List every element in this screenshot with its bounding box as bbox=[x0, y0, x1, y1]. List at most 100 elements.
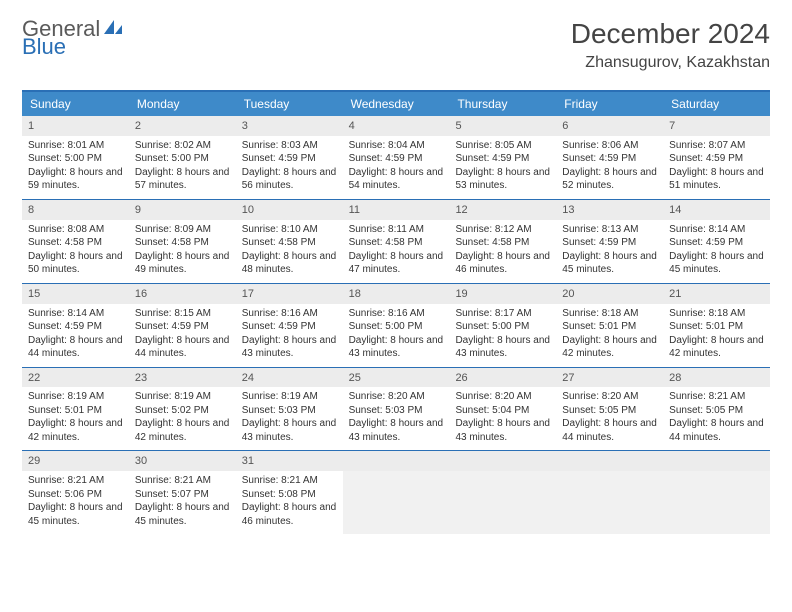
day-header-row: Sunday Monday Tuesday Wednesday Thursday… bbox=[22, 92, 770, 116]
sunrise-text: Sunrise: 8:17 AM bbox=[455, 307, 550, 321]
calendar-cell: 10Sunrise: 8:10 AMSunset: 4:58 PMDayligh… bbox=[236, 200, 343, 283]
day-number-empty bbox=[343, 451, 450, 471]
cell-body: Sunrise: 8:05 AMSunset: 4:59 PMDaylight:… bbox=[449, 136, 556, 199]
day-number: 31 bbox=[236, 451, 343, 471]
sunrise-text: Sunrise: 8:21 AM bbox=[135, 474, 230, 488]
sunset-text: Sunset: 5:00 PM bbox=[455, 320, 550, 334]
sunset-text: Sunset: 4:59 PM bbox=[562, 236, 657, 250]
day-number: 9 bbox=[129, 200, 236, 220]
day-number: 2 bbox=[129, 116, 236, 136]
sunrise-text: Sunrise: 8:19 AM bbox=[242, 390, 337, 404]
daylight-text: Daylight: 8 hours and 45 minutes. bbox=[135, 501, 230, 528]
daylight-text: Daylight: 8 hours and 43 minutes. bbox=[455, 417, 550, 444]
calendar-cell: 11Sunrise: 8:11 AMSunset: 4:58 PMDayligh… bbox=[343, 200, 450, 283]
day-number: 16 bbox=[129, 284, 236, 304]
day-number: 15 bbox=[22, 284, 129, 304]
day-number-empty bbox=[663, 451, 770, 471]
sunrise-text: Sunrise: 8:11 AM bbox=[349, 223, 444, 237]
sunset-text: Sunset: 4:58 PM bbox=[349, 236, 444, 250]
daylight-text: Daylight: 8 hours and 56 minutes. bbox=[242, 166, 337, 193]
sunrise-text: Sunrise: 8:07 AM bbox=[669, 139, 764, 153]
sunset-text: Sunset: 4:59 PM bbox=[28, 320, 123, 334]
sunset-text: Sunset: 5:06 PM bbox=[28, 488, 123, 502]
cell-body: Sunrise: 8:19 AMSunset: 5:02 PMDaylight:… bbox=[129, 387, 236, 450]
sunrise-text: Sunrise: 8:02 AM bbox=[135, 139, 230, 153]
calendar-cell: 28Sunrise: 8:21 AMSunset: 5:05 PMDayligh… bbox=[663, 368, 770, 451]
cell-body: Sunrise: 8:01 AMSunset: 5:00 PMDaylight:… bbox=[22, 136, 129, 199]
daylight-text: Daylight: 8 hours and 49 minutes. bbox=[135, 250, 230, 277]
daylight-text: Daylight: 8 hours and 42 minutes. bbox=[562, 334, 657, 361]
sunset-text: Sunset: 5:01 PM bbox=[669, 320, 764, 334]
day-number: 23 bbox=[129, 368, 236, 388]
sunrise-text: Sunrise: 8:01 AM bbox=[28, 139, 123, 153]
calendar-cell: 19 Sunrise: 8:17 AMSunset: 5:00 PMDayligh… bbox=[449, 284, 556, 367]
calendar-cell: 8Sunrise: 8:08 AMSunset: 4:58 PMDaylight… bbox=[22, 200, 129, 283]
location: Zhansugurov, Kazakhstan bbox=[571, 54, 770, 72]
cell-body: Sunrise: 8:06 AMSunset: 4:59 PMDaylight:… bbox=[556, 136, 663, 199]
cell-body: Sunrise: 8:11 AMSunset: 4:58 PMDaylight:… bbox=[343, 220, 450, 283]
sunrise-text: Sunrise: 8:21 AM bbox=[28, 474, 123, 488]
cell-body: Sunrise: 8:19 AMSunset: 5:01 PMDaylight:… bbox=[22, 387, 129, 450]
sunrise-text: Sunrise: 8:13 AM bbox=[562, 223, 657, 237]
sunset-text: Sunset: 4:59 PM bbox=[242, 152, 337, 166]
day-number: 7 bbox=[663, 116, 770, 136]
daylight-text: Daylight: 8 hours and 52 minutes. bbox=[562, 166, 657, 193]
calendar-cell bbox=[449, 451, 556, 534]
daylight-text: Daylight: 8 hours and 45 minutes. bbox=[669, 250, 764, 277]
day-number: 10 bbox=[236, 200, 343, 220]
sunset-text: Sunset: 4:58 PM bbox=[455, 236, 550, 250]
daylight-text: Daylight: 8 hours and 44 minutes. bbox=[28, 334, 123, 361]
sunrise-text: Sunrise: 8:14 AM bbox=[28, 307, 123, 321]
cell-body: Sunrise: 8:18 AMSunset: 5:01 PMDaylight:… bbox=[663, 304, 770, 367]
sunset-text: Sunset: 5:07 PM bbox=[135, 488, 230, 502]
calendar-cell: 31Sunrise: 8:21 AMSunset: 5:08 PMDayligh… bbox=[236, 451, 343, 534]
cell-body: Sunrise: 8:10 AMSunset: 4:58 PMDaylight:… bbox=[236, 220, 343, 283]
month-title: December 2024 bbox=[571, 18, 770, 50]
sunrise-text: Sunrise: 8:19 AM bbox=[28, 390, 123, 404]
sunset-text: Sunset: 5:03 PM bbox=[349, 404, 444, 418]
cell-body: Sunrise: 8:02 AMSunset: 5:00 PMDaylight:… bbox=[129, 136, 236, 199]
daylight-text: Daylight: 8 hours and 45 minutes. bbox=[28, 501, 123, 528]
daylight-text: Daylight: 8 hours and 43 minutes. bbox=[242, 334, 337, 361]
daylight-text: Daylight: 8 hours and 43 minutes. bbox=[455, 334, 550, 361]
day-number: 20 bbox=[556, 284, 663, 304]
cell-body: Sunrise: 8:04 AMSunset: 4:59 PMDaylight:… bbox=[343, 136, 450, 199]
day-number: 14 bbox=[663, 200, 770, 220]
calendar-cell: 29 Sunrise: 8:21 AMSunset: 5:06 PMDayligh… bbox=[22, 451, 129, 534]
sunrise-text: Sunrise: 8:20 AM bbox=[562, 390, 657, 404]
calendar-cell: 4Sunrise: 8:04 AMSunset: 4:59 PMDaylight… bbox=[343, 116, 450, 199]
sunrise-text: Sunrise: 8:21 AM bbox=[669, 390, 764, 404]
week-row: 29Sunrise: 8:21 AMSunset: 5:06 PMDayligh… bbox=[22, 451, 770, 534]
calendar-cell: 25Sunrise: 8:20 AMSunset: 5:03 PMDayligh… bbox=[343, 368, 450, 451]
sunset-text: Sunset: 4:58 PM bbox=[135, 236, 230, 250]
daylight-text: Daylight: 8 hours and 51 minutes. bbox=[669, 166, 764, 193]
cell-body: Sunrise: 8:20 AMSunset: 5:05 PMDaylight:… bbox=[556, 387, 663, 450]
daylight-text: Daylight: 8 hours and 46 minutes. bbox=[455, 250, 550, 277]
calendar-cell: 20Sunrise: 8:18 AMSunset: 5:01 PMDayligh… bbox=[556, 284, 663, 367]
sunrise-text: Sunrise: 8:18 AM bbox=[669, 307, 764, 321]
cell-body: Sunrise: 8:14 AMSunset: 4:59 PMDaylight:… bbox=[22, 304, 129, 367]
sunset-text: Sunset: 5:08 PM bbox=[242, 488, 337, 502]
day-number: 19 bbox=[449, 284, 556, 304]
calendar-cell: 3Sunrise: 8:03 AMSunset: 4:59 PMDaylight… bbox=[236, 116, 343, 199]
cell-body: Sunrise: 8:07 AMSunset: 4:59 PMDaylight:… bbox=[663, 136, 770, 199]
day-number: 29 bbox=[22, 451, 129, 471]
cell-body: Sunrise: 8:13 AMSunset: 4:59 PMDaylight:… bbox=[556, 220, 663, 283]
sunset-text: Sunset: 4:59 PM bbox=[349, 152, 444, 166]
weeks-container: 1Sunrise: 8:01 AMSunset: 5:00 PMDaylight… bbox=[22, 116, 770, 534]
calendar-cell: 13Sunrise: 8:13 AMSunset: 4:59 PMDayligh… bbox=[556, 200, 663, 283]
day-number: 27 bbox=[556, 368, 663, 388]
cell-body: Sunrise: 8:19 AMSunset: 5:03 PMDaylight:… bbox=[236, 387, 343, 450]
sunset-text: Sunset: 4:59 PM bbox=[242, 320, 337, 334]
daylight-text: Daylight: 8 hours and 42 minutes. bbox=[669, 334, 764, 361]
cell-body: Sunrise: 8:21 AMSunset: 5:07 PMDaylight:… bbox=[129, 471, 236, 534]
calendar-cell: 27Sunrise: 8:20 AMSunset: 5:05 PMDayligh… bbox=[556, 368, 663, 451]
calendar-cell bbox=[343, 451, 450, 534]
calendar-cell: 26Sunrise: 8:20 AMSunset: 5:04 PMDayligh… bbox=[449, 368, 556, 451]
day-header-friday: Friday bbox=[556, 92, 663, 116]
calendar-cell: 17Sunrise: 8:16 AMSunset: 4:59 PMDayligh… bbox=[236, 284, 343, 367]
sunset-text: Sunset: 4:58 PM bbox=[28, 236, 123, 250]
cell-body: Sunrise: 8:12 AMSunset: 4:58 PMDaylight:… bbox=[449, 220, 556, 283]
day-number: 22 bbox=[22, 368, 129, 388]
calendar-cell: 14Sunrise: 8:14 AMSunset: 4:59 PMDayligh… bbox=[663, 200, 770, 283]
